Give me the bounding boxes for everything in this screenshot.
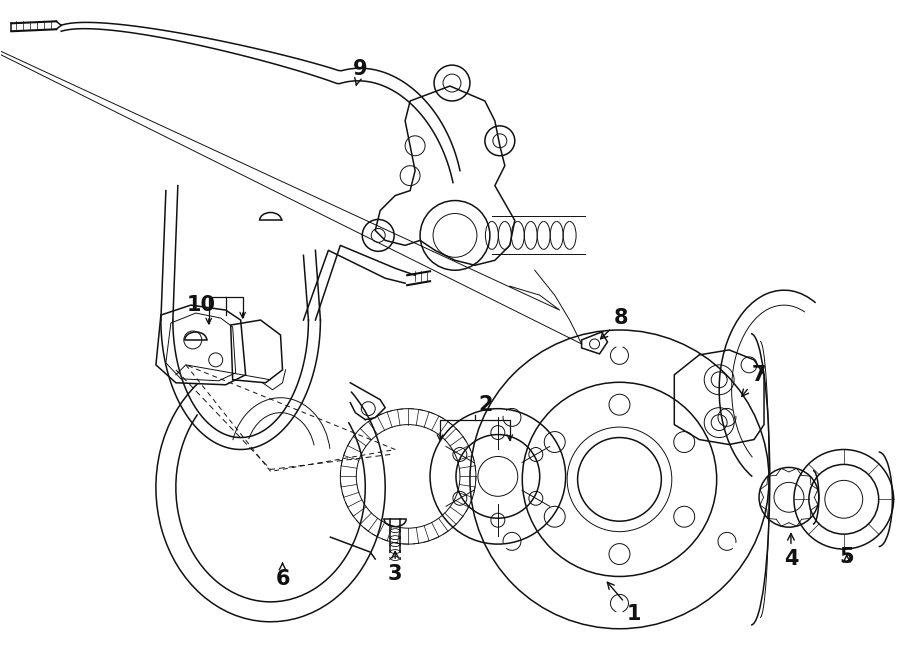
Text: 7: 7 xyxy=(742,365,766,397)
Text: 6: 6 xyxy=(275,563,290,589)
Text: 8: 8 xyxy=(600,308,629,339)
Text: 4: 4 xyxy=(784,533,798,569)
Text: 3: 3 xyxy=(388,551,402,584)
Text: 9: 9 xyxy=(353,59,367,85)
Text: 1: 1 xyxy=(608,582,642,624)
Text: 2: 2 xyxy=(479,395,493,414)
Text: 5: 5 xyxy=(840,547,854,567)
Text: 10: 10 xyxy=(186,295,215,315)
